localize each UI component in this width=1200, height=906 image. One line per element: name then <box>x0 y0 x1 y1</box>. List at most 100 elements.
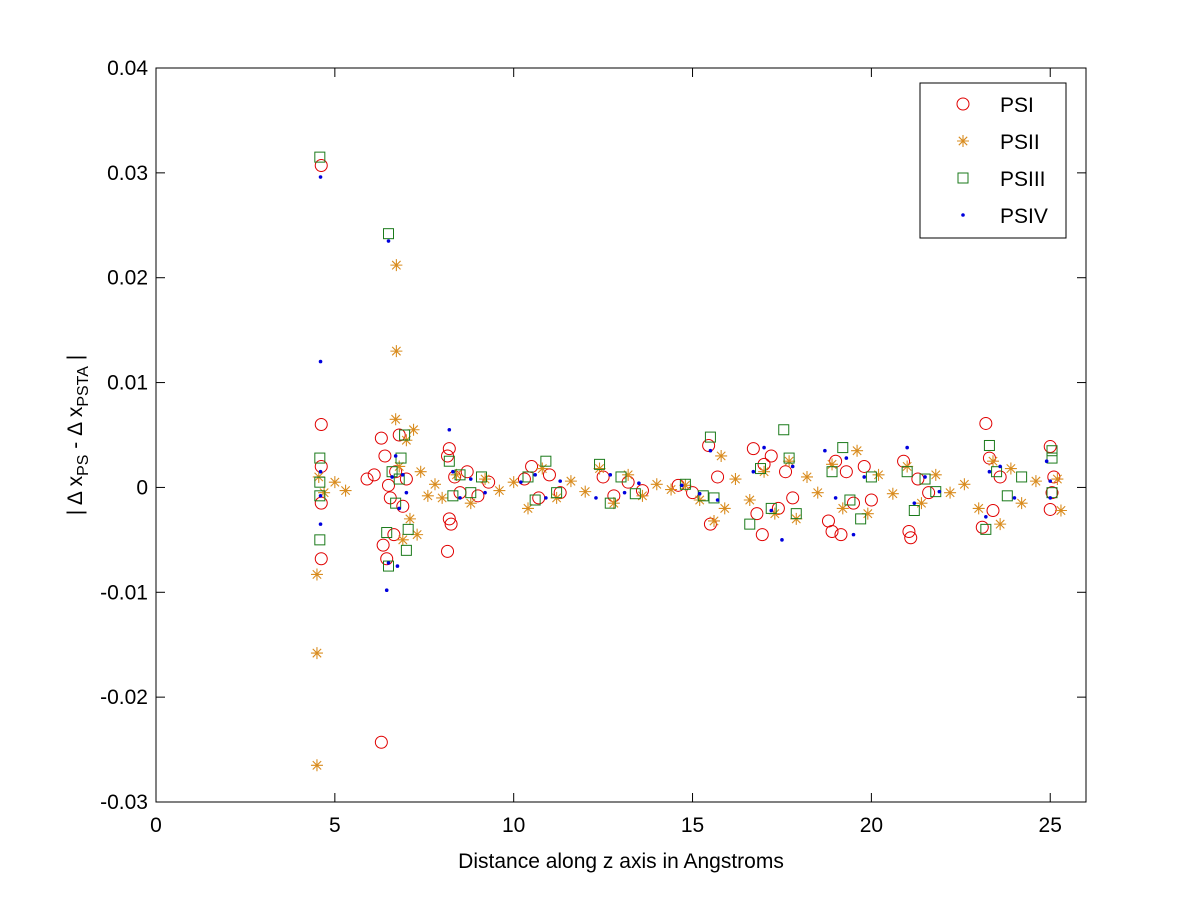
data-point <box>339 484 352 497</box>
data-point <box>441 544 455 558</box>
data-point <box>389 413 402 426</box>
data-point <box>764 449 778 463</box>
data-point <box>1048 479 1053 483</box>
data-point <box>783 455 796 468</box>
data-point <box>629 488 641 500</box>
x-tick-label: 10 <box>502 814 525 837</box>
data-point <box>400 544 412 556</box>
data-point <box>762 445 766 450</box>
data-point <box>1046 445 1058 457</box>
data-point <box>1015 497 1028 510</box>
data-point <box>328 476 341 489</box>
y-axis-label: | Δ xPS - Δ xPSTA | <box>64 355 92 515</box>
data-point <box>314 151 326 163</box>
data-point <box>390 475 394 479</box>
data-point <box>314 476 326 488</box>
data-point <box>1004 462 1017 475</box>
data-point <box>314 534 326 546</box>
data-point <box>711 470 725 484</box>
data-point <box>746 442 760 456</box>
data-point <box>783 452 795 464</box>
data-point <box>374 431 388 445</box>
data-point <box>1051 473 1064 486</box>
axis-ticks: 0 5 10 15 20 25 -0.03 -0.02 -0.01 0 0.01 0.02 0.03 0.… <box>100 57 1086 837</box>
data-point <box>1029 475 1042 488</box>
data-point <box>834 528 848 542</box>
data-point <box>564 475 577 488</box>
data-point <box>650 478 663 491</box>
legend-entry: PSI <box>956 94 1034 117</box>
data-point <box>314 418 328 432</box>
data-point <box>1046 452 1058 464</box>
data-point <box>702 438 716 452</box>
data-point <box>411 528 424 541</box>
data-point <box>851 532 856 537</box>
data-point <box>386 561 391 565</box>
data-point <box>944 486 957 499</box>
data-point <box>396 533 409 546</box>
legend-box <box>919 82 1067 239</box>
data-point <box>381 527 393 539</box>
series-psiii <box>314 151 1058 572</box>
data-point <box>980 523 992 535</box>
data-point <box>367 468 381 482</box>
legend-label: PSII <box>1000 131 1040 154</box>
data-point <box>902 524 916 538</box>
data-point <box>403 512 416 525</box>
data-point <box>553 486 567 500</box>
data-point <box>915 497 928 510</box>
x-tick-label: 0 <box>150 814 162 837</box>
data-point <box>393 460 406 473</box>
data-point <box>905 445 909 450</box>
data-point <box>778 424 790 436</box>
data-point <box>862 475 867 479</box>
data-point <box>314 452 326 464</box>
data-point <box>833 496 838 500</box>
data-point <box>389 465 403 479</box>
data-point <box>444 517 458 531</box>
data-point <box>596 470 610 484</box>
data-point <box>579 485 592 498</box>
data-point <box>704 431 716 443</box>
data-point <box>468 477 473 481</box>
data-point <box>402 523 414 535</box>
legend: PSI PSII PSIII PSIV <box>919 82 1067 239</box>
data-point <box>507 476 520 489</box>
data-point <box>380 552 394 566</box>
data-point <box>823 448 827 453</box>
data-point <box>399 429 411 441</box>
data-point <box>865 471 877 483</box>
data-point <box>1046 487 1058 499</box>
data-point <box>314 490 326 502</box>
data-point <box>493 484 506 497</box>
data-point <box>318 522 323 526</box>
data-point <box>386 239 391 243</box>
data-point <box>519 480 523 484</box>
data-point <box>897 454 911 468</box>
legend-marker <box>956 97 970 111</box>
data-point <box>517 472 531 486</box>
data-point <box>429 478 441 491</box>
data-point <box>392 428 406 442</box>
data-point <box>708 448 713 453</box>
data-point <box>594 496 598 500</box>
data-point <box>637 481 641 486</box>
data-point <box>826 458 839 471</box>
data-point <box>979 416 993 430</box>
data-point <box>708 492 720 504</box>
legend-label: PSI <box>1000 94 1034 117</box>
data-point <box>825 524 839 538</box>
data-point <box>376 538 390 552</box>
data-point <box>665 483 678 496</box>
data-point <box>1054 504 1067 517</box>
data-point <box>751 469 756 474</box>
data-point <box>844 456 849 460</box>
data-point <box>744 518 756 530</box>
y-axis-label-subscript: PS <box>75 455 92 476</box>
data-point <box>715 449 728 462</box>
data-point <box>1012 496 1017 500</box>
data-point <box>790 464 795 469</box>
data-point <box>886 487 899 500</box>
y-tick-label: 0.04 <box>107 57 148 80</box>
data-point <box>540 455 552 467</box>
